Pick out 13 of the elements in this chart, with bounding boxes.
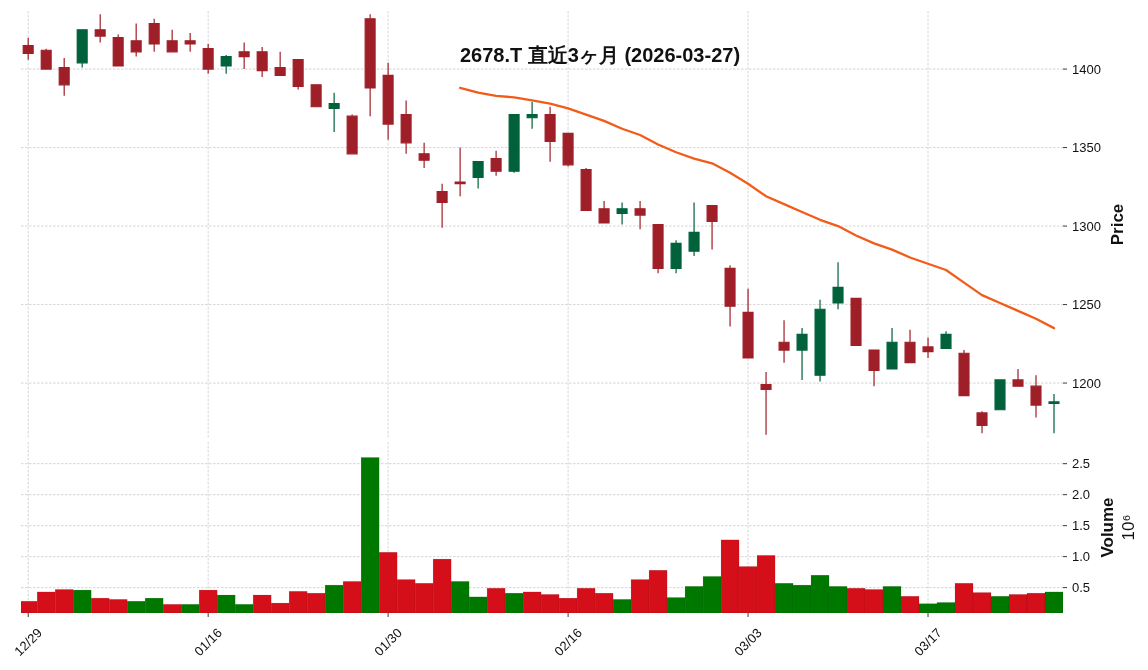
title: 2678.T 直近3ヶ月 (2026-03-27) xyxy=(459,44,741,66)
y-tick-label: 2.5 xyxy=(1072,456,1091,472)
y-tick-label: 1350 xyxy=(1072,140,1101,156)
y-tick-label: 1250 xyxy=(1072,297,1101,313)
y-label: Price xyxy=(1107,203,1127,246)
y-tick-label: 1400 xyxy=(1072,61,1101,77)
y-tick-label: 2.0 xyxy=(1072,487,1091,503)
y-tick-label: 1300 xyxy=(1072,218,1101,234)
y-tick-label: 1.0 xyxy=(1072,549,1091,565)
y-tick-label: 1200 xyxy=(1072,375,1101,391)
y-tick-label: 0.5 xyxy=(1072,580,1091,596)
y-label: Volume 10⁶ xyxy=(1097,497,1137,558)
y-tick-label: 1.5 xyxy=(1072,518,1091,534)
